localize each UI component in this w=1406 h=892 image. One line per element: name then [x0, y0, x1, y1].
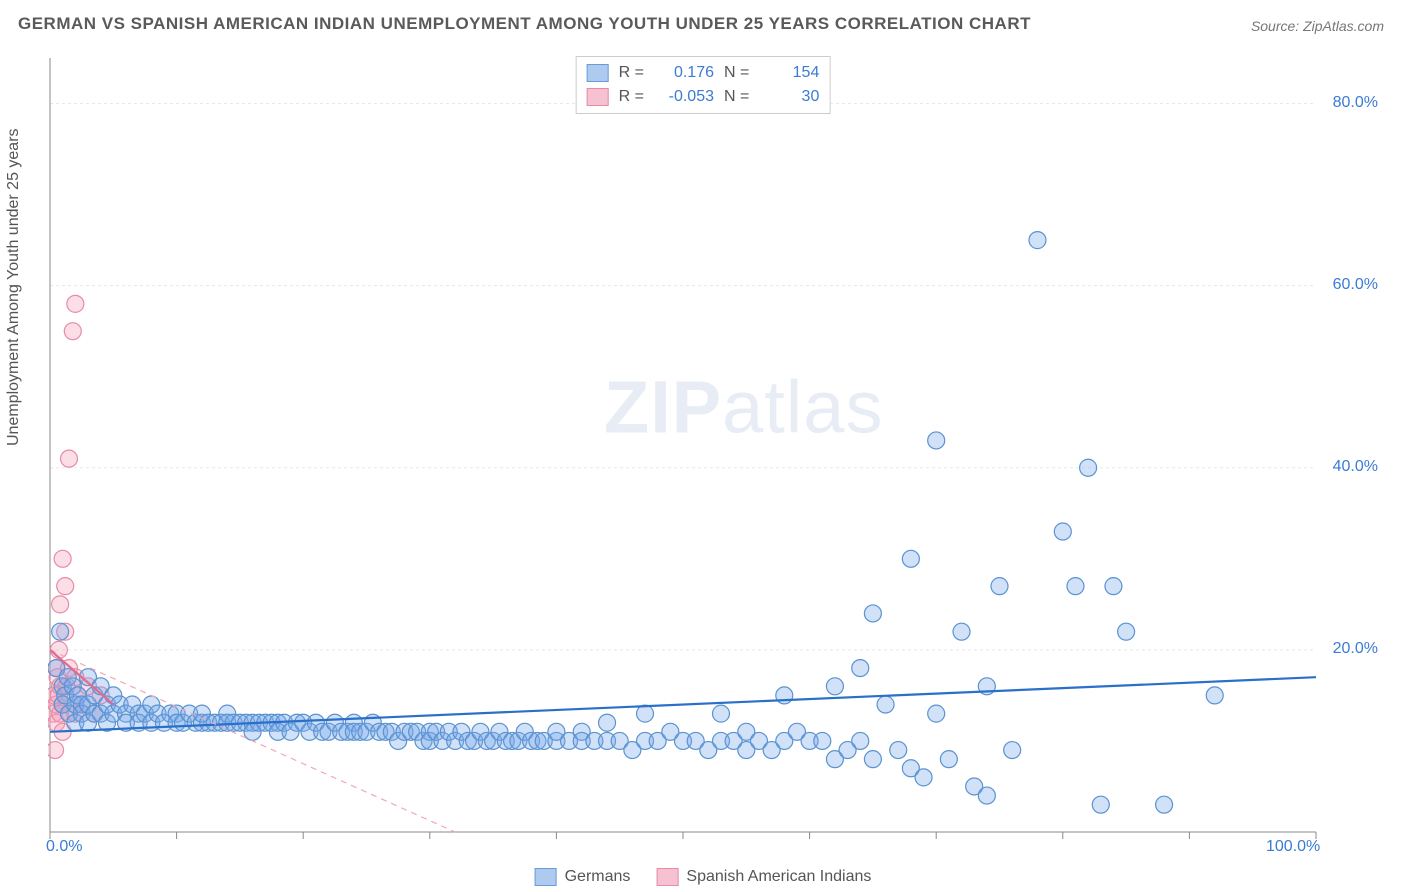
r-label: R = [619, 61, 644, 85]
source-attribution: Source: ZipAtlas.com [1251, 18, 1384, 34]
legend-row-germans: R = 0.176 N = 154 [587, 61, 820, 85]
n-label: N = [724, 85, 749, 109]
swatch-germans [587, 64, 609, 82]
y-axis-label: Unemployment Among Youth under 25 years [5, 128, 23, 446]
series-legend: Germans Spanish American Indians [535, 868, 872, 886]
legend-label-spanish: Spanish American Indians [686, 868, 871, 886]
plot-area: ZIPatlas 20.0%40.0%60.0%80.0%0.0%100.0% [48, 54, 1386, 856]
swatch-germans-bottom [535, 868, 557, 886]
y-tick-label: 60.0% [1333, 276, 1378, 294]
legend-item-spanish: Spanish American Indians [656, 868, 871, 886]
r-value-spanish: -0.053 [654, 85, 714, 109]
r-label: R = [619, 85, 644, 109]
legend-label-germans: Germans [565, 868, 631, 886]
r-value-germans: 0.176 [654, 61, 714, 85]
swatch-spanish [587, 88, 609, 106]
n-value-spanish: 30 [759, 85, 819, 109]
n-value-germans: 154 [759, 61, 819, 85]
x-tick-label: 100.0% [1266, 838, 1320, 856]
y-tick-label: 20.0% [1333, 640, 1378, 658]
swatch-spanish-bottom [656, 868, 678, 886]
legend-item-germans: Germans [535, 868, 631, 886]
y-tick-label: 40.0% [1333, 458, 1378, 476]
correlation-legend: R = 0.176 N = 154 R = -0.053 N = 30 [576, 56, 831, 114]
source-name: ZipAtlas.com [1303, 18, 1384, 34]
scatter-plot-svg [48, 54, 1386, 856]
n-label: N = [724, 61, 749, 85]
y-tick-label: 80.0% [1333, 94, 1378, 112]
chart-title: GERMAN VS SPANISH AMERICAN INDIAN UNEMPL… [18, 14, 1031, 34]
legend-row-spanish: R = -0.053 N = 30 [587, 85, 820, 109]
source-prefix: Source: [1251, 18, 1303, 34]
x-tick-label: 0.0% [46, 838, 82, 856]
